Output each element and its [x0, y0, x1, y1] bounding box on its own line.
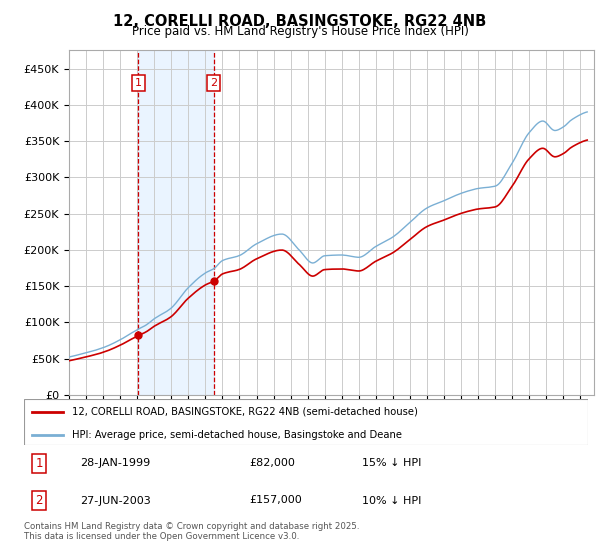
Text: 1: 1 — [135, 78, 142, 88]
Text: 28-JAN-1999: 28-JAN-1999 — [80, 459, 151, 468]
Text: 12, CORELLI ROAD, BASINGSTOKE, RG22 4NB: 12, CORELLI ROAD, BASINGSTOKE, RG22 4NB — [113, 14, 487, 29]
FancyBboxPatch shape — [24, 399, 588, 445]
Text: 10% ↓ HPI: 10% ↓ HPI — [362, 496, 422, 506]
Text: 15% ↓ HPI: 15% ↓ HPI — [362, 459, 422, 468]
Text: Price paid vs. HM Land Registry's House Price Index (HPI): Price paid vs. HM Land Registry's House … — [131, 25, 469, 38]
Text: 2: 2 — [35, 494, 43, 507]
Text: 12, CORELLI ROAD, BASINGSTOKE, RG22 4NB (semi-detached house): 12, CORELLI ROAD, BASINGSTOKE, RG22 4NB … — [72, 407, 418, 417]
Text: £157,000: £157,000 — [250, 496, 302, 506]
Text: 2: 2 — [210, 78, 217, 88]
Text: HPI: Average price, semi-detached house, Basingstoke and Deane: HPI: Average price, semi-detached house,… — [72, 430, 402, 440]
Text: Contains HM Land Registry data © Crown copyright and database right 2025.
This d: Contains HM Land Registry data © Crown c… — [24, 522, 359, 542]
Text: 1: 1 — [35, 457, 43, 470]
Bar — [139, 50, 214, 395]
Text: 27-JUN-2003: 27-JUN-2003 — [80, 496, 151, 506]
Text: £82,000: £82,000 — [250, 459, 295, 468]
